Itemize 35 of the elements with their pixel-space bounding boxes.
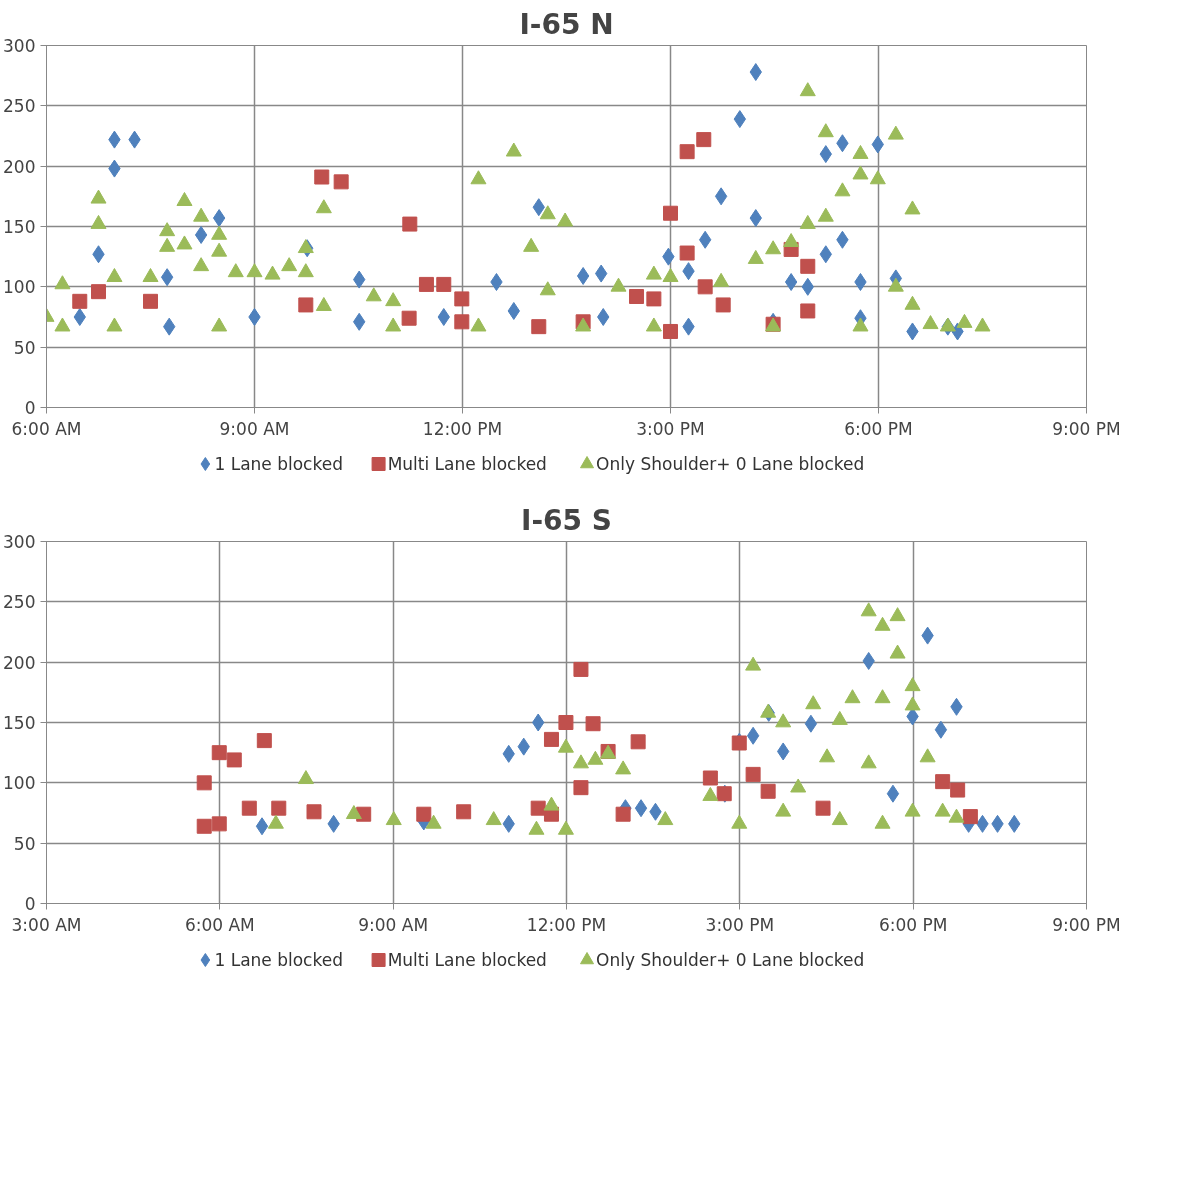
y-tick-label: 300 [3,36,36,56]
y-tick-label: 200 [3,652,36,673]
y-tick-label: 100 [3,773,36,794]
x-tick-label: 9:00 AM [219,418,290,439]
x-tick-label: 6:00 AM [11,418,82,439]
x-tick-label: 9:00 PM [1052,914,1121,935]
x-tick-label: 6:00 AM [184,914,255,935]
legend-label: Only Shoulder+ 0 Lane blocked [596,454,865,474]
x-tick-label: 3:00 PM [705,914,775,935]
x-tick-label: 3:00 AM [11,914,82,935]
y-tick-label: 50 [13,833,36,854]
y-tick-label: 200 [3,156,36,177]
chart-title: I-65 N [519,7,614,41]
x-tick-label: 9:00 AM [358,914,429,935]
legend-label: Multi Lane blocked [387,950,547,970]
x-tick-label: 12:00 PM [422,418,503,439]
y-tick-label: 250 [3,96,36,117]
legend-label: Only Shoulder+ 0 Lane blocked [596,950,865,970]
chart-title: I-65 S [521,503,612,537]
y-tick-label: 0 [24,398,36,418]
y-tick-label: 150 [3,713,36,733]
y-tick-label: 50 [13,337,36,358]
y-tick-label: 0 [24,894,36,914]
x-tick-label: 9:00 PM [1052,418,1121,439]
y-tick-label: 100 [3,277,36,298]
y-tick-label: 150 [3,217,36,237]
legend-label: Multi Lane blocked [387,454,547,474]
x-tick-label: 12:00 PM [526,914,607,935]
legend-label: 1 Lane blocked [214,454,343,474]
x-tick-label: 6:00 PM [878,914,948,935]
x-tick-label: 3:00 PM [636,418,705,439]
y-tick-label: 250 [3,592,36,613]
legend-label: 1 Lane blocked [214,950,343,970]
y-tick-label: 300 [3,532,36,552]
x-tick-label: 6:00 PM [844,418,913,439]
